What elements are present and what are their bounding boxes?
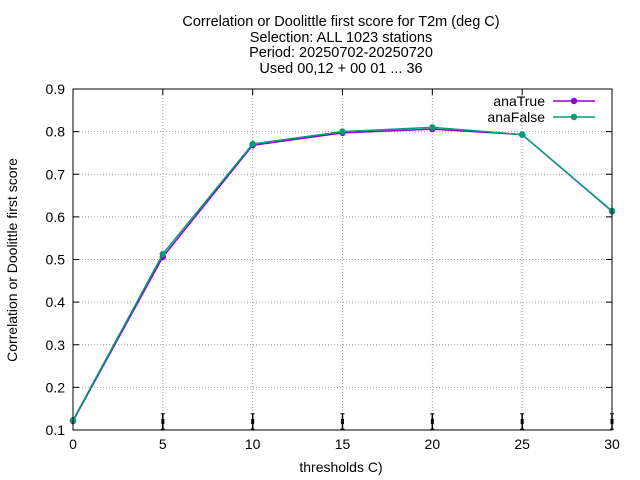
y-tick-labels: 0.1 0.2 0.3 0.4 0.5 0.6 0.7 0.8 0.9 [46, 81, 66, 438]
y-axis-label: Correlation or Doolittle first score [4, 158, 20, 362]
series-lines [69, 124, 616, 425]
x-axis-label: thresholds C) [299, 459, 382, 475]
x-tick-label: 25 [514, 436, 530, 452]
x-tick-label: 0 [69, 436, 77, 452]
chart-title-line-3: Period: 20250702-20250720 [249, 45, 433, 61]
error-bar [250, 413, 255, 430]
x-tick-label: 10 [245, 436, 261, 452]
data-point-anaFalse [339, 128, 346, 135]
plot-frame [72, 88, 613, 431]
chart-title-line-2: Selection: ALL 1023 stations [250, 30, 432, 46]
legend-marker-anaTrue [570, 97, 578, 105]
data-point-anaFalse [159, 250, 167, 258]
chart-title: Correlation or Doolittle first score for… [182, 14, 499, 77]
y-tick-label: 0.6 [46, 209, 66, 225]
y-tick-label: 0.7 [46, 166, 66, 182]
grid [73, 89, 612, 430]
error-bar [520, 413, 525, 430]
error-bars [160, 413, 614, 430]
error-bar [160, 413, 165, 430]
y-tick-label: 0.4 [46, 294, 66, 310]
y-tick-label: 0.5 [46, 252, 66, 268]
error-bar [340, 413, 345, 430]
x-tick-label: 30 [604, 436, 620, 452]
y-tick-label: 0.9 [46, 81, 66, 97]
error-bar [430, 413, 435, 430]
y-tick-label: 0.2 [46, 379, 66, 395]
data-point-anaFalse [249, 140, 256, 148]
y-tick-label: 0.1 [46, 422, 66, 438]
chart-title-line-4: Used 00,12 + 00 01 ... 36 [259, 61, 422, 77]
y-tick-label: 0.8 [46, 124, 66, 140]
x-tick-label: 5 [159, 436, 167, 452]
legend-label-anaTrue: anaTrue [493, 93, 545, 109]
x-tick-labels: 0 5 10 15 20 25 30 [69, 436, 620, 452]
y-tick-label: 0.3 [46, 337, 66, 353]
legend-label-anaFalse: anaFalse [487, 109, 545, 125]
data-point-anaFalse [429, 124, 436, 131]
x-tick-label: 20 [425, 436, 441, 452]
data-point-anaFalse [518, 131, 526, 138]
x-tick-label: 15 [335, 436, 351, 452]
legend-marker-anaFalse [570, 113, 578, 121]
chart-title-line-1: Correlation or Doolittle first score for… [182, 14, 499, 30]
